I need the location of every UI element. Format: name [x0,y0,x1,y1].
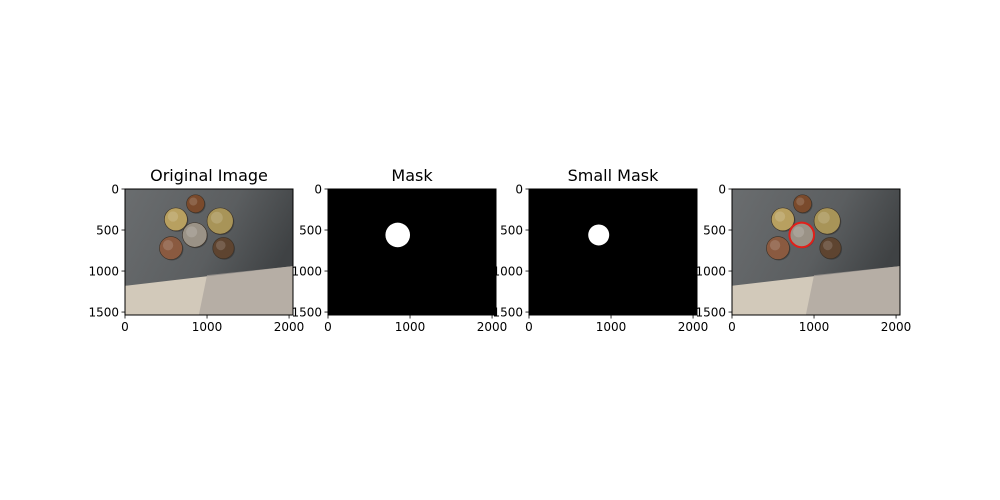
panel-title: Small Mask [568,166,659,185]
x-tick-label: 1000 [395,320,426,334]
y-tick-label: 1000 [291,265,322,279]
x-tick-label: 2000 [274,320,305,334]
y-tick-label: 1500 [492,306,523,320]
coin [164,207,188,232]
y-tick-label: 1500 [695,306,726,320]
x-tick-label: 1000 [192,320,223,334]
panel-title: Mask [391,166,433,185]
coin [766,236,790,260]
coin-highlight [167,211,179,222]
photo-paper-shadow [805,266,900,315]
axes-frame [528,188,698,316]
y-tick-label: 1000 [88,265,119,279]
coin-highlight [793,226,805,238]
y-tick-label: 500 [96,224,119,238]
coin [159,236,183,260]
mask-background [529,189,697,315]
mask-circle [385,222,411,248]
x-tick-label: 0 [121,320,129,334]
coin-highlight [189,197,198,206]
x-tick-label: 0 [525,320,533,334]
coin-highlight [162,240,174,251]
x-tick-label: 0 [728,320,736,334]
coin-highlight [186,226,198,238]
coin [182,222,208,248]
coin [186,194,205,214]
coin-highlight [769,240,781,251]
coin [813,207,841,235]
coin-highlight [817,211,830,224]
y-tick-label: 1000 [492,265,523,279]
panel-4: 0 1000 2000 0 500 1000 1500 [695,183,911,335]
x-tick-label: 2000 [477,320,508,334]
x-tick-label: 1000 [799,320,830,334]
coin [206,207,234,235]
y-tick-label: 0 [515,183,523,197]
y-tick-label: 1500 [291,306,322,320]
coin-highlight [215,240,226,251]
coin [819,237,842,260]
coin [793,194,812,214]
coin-highlight [210,211,223,224]
y-tick-label: 0 [314,183,322,197]
panel-3: 0 1000 2000 0 500 1000 1500 Small Mask [492,166,708,334]
panel-title: Original Image [150,166,268,185]
x-tick-label: 1000 [596,320,627,334]
coin-highlight [774,211,786,222]
coin-highlight [796,197,805,206]
y-tick-label: 1000 [695,265,726,279]
axes-frame [327,188,497,316]
coin [771,207,795,232]
mask-background [328,189,496,315]
y-tick-label: 1500 [88,306,119,320]
panel-image [732,189,900,315]
y-tick-label: 500 [500,224,523,238]
panel-image [529,189,697,315]
mask-circle [588,224,610,246]
axes-frame [731,188,901,316]
coin [212,237,235,260]
panel-image [328,189,496,315]
y-tick-label: 0 [718,183,726,197]
panel-1: 0 1000 2000 0 500 1000 1500 Original Image [88,166,304,334]
y-tick-label: 500 [703,224,726,238]
x-tick-label: 2000 [678,320,709,334]
y-tick-label: 0 [111,183,119,197]
x-tick-label: 2000 [881,320,912,334]
y-tick-label: 500 [299,224,322,238]
panel-2: 0 1000 2000 0 500 1000 1500 Mask [291,166,507,334]
detection-circle [788,221,816,249]
coin-highlight [822,240,833,251]
axes-frame [124,188,294,316]
photo-paper-shadow [198,266,293,315]
panel-image [125,189,293,315]
x-tick-label: 0 [324,320,332,334]
